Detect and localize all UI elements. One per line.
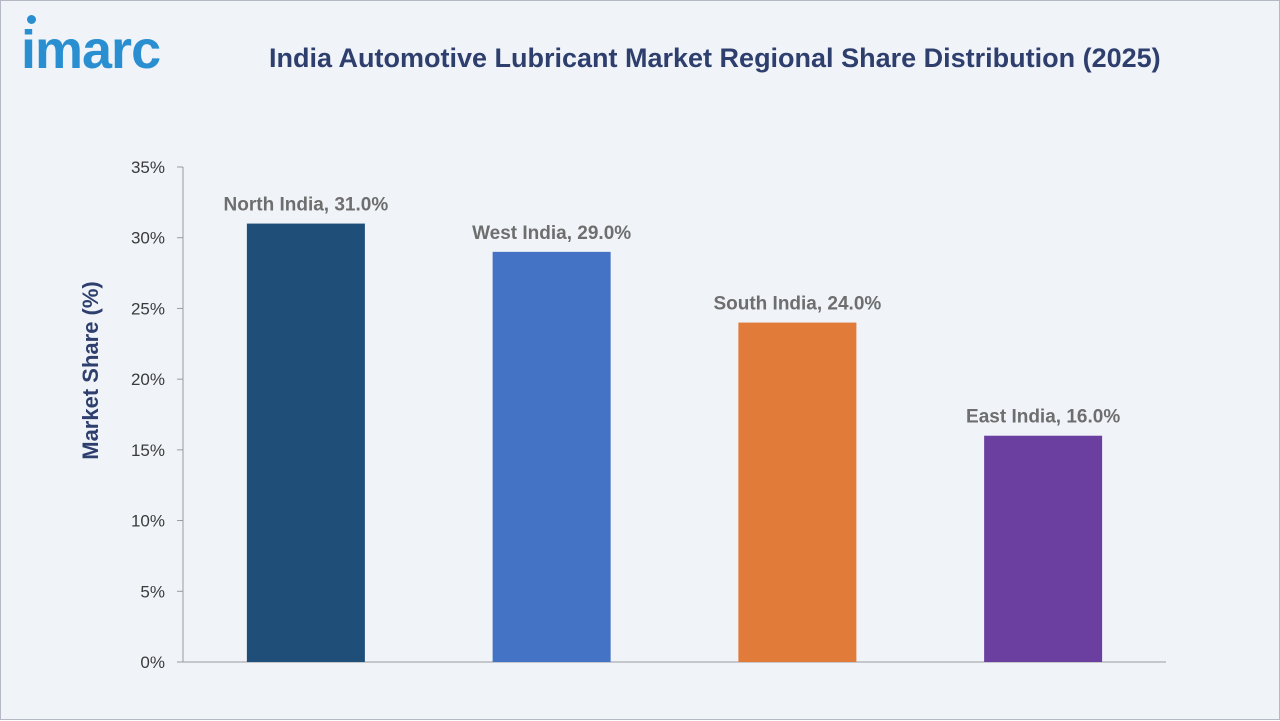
logo-text: imarc bbox=[21, 20, 161, 80]
y-tick-label: 20% bbox=[131, 370, 165, 389]
y-tick-label: 30% bbox=[131, 229, 165, 248]
y-tick-label: 25% bbox=[131, 299, 165, 318]
chart-title: India Automotive Lubricant Market Region… bbox=[269, 43, 1161, 73]
y-tick-label: 5% bbox=[140, 582, 165, 601]
y-tick-label: 10% bbox=[131, 512, 165, 531]
bar-west-india bbox=[492, 251, 611, 662]
bar-north-india bbox=[246, 223, 365, 663]
logo-dot bbox=[27, 15, 36, 24]
y-tick-label: 15% bbox=[131, 441, 165, 460]
imarc-logo: imarc bbox=[17, 15, 207, 83]
data-label: West India, 29.0% bbox=[472, 223, 631, 244]
y-axis-title: Market Share (%) bbox=[78, 281, 103, 460]
y-tick-label: 35% bbox=[131, 158, 165, 177]
data-label: South India, 24.0% bbox=[713, 294, 881, 315]
y-tick-label: 0% bbox=[140, 653, 165, 672]
data-label: East India, 16.0% bbox=[966, 407, 1120, 428]
bar-east-india bbox=[984, 435, 1103, 662]
data-label: North India, 31.0% bbox=[224, 195, 389, 216]
bar-south-india bbox=[738, 322, 857, 662]
